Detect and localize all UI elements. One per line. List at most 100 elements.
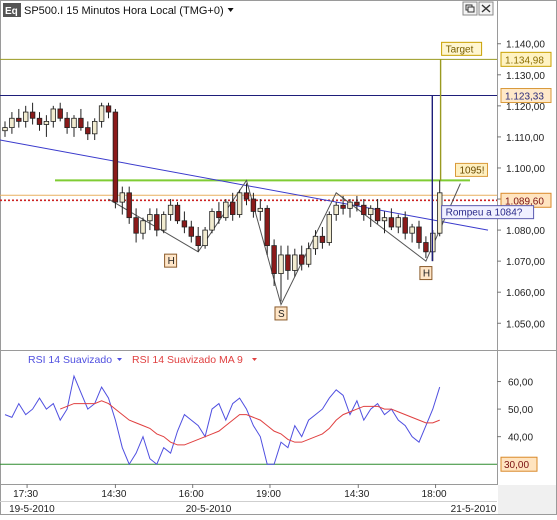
candle-body (188, 226, 194, 237)
candle-body (181, 220, 188, 228)
trendline[interactable] (0, 139, 489, 231)
candle-body (361, 204, 367, 215)
restore-window-icon[interactable] (462, 1, 478, 16)
time-tick-label: 17:30 (13, 489, 38, 500)
candle (119, 186, 125, 215)
candle-body (229, 201, 236, 215)
candle (50, 105, 56, 128)
candle (278, 245, 284, 302)
candle (271, 239, 277, 286)
candle-body (50, 108, 56, 122)
candle (36, 112, 43, 131)
candle-body (112, 111, 119, 203)
annotation-target-box[interactable] (441, 41, 483, 56)
candle (223, 199, 229, 221)
candle (98, 102, 105, 128)
chart-title[interactable]: SP500.I 15 Minutos Hora Local (TMG+0) (24, 5, 224, 17)
candle-body (388, 217, 395, 228)
candle (43, 115, 50, 137)
chevron-down-icon[interactable] (252, 358, 257, 361)
candle-body (16, 117, 22, 122)
annotation-h1-label[interactable]: H (168, 256, 175, 267)
symbol-badge-text: Eq (5, 6, 18, 17)
rsi-tick-label: 40,00 (508, 433, 533, 444)
annotation-break-box[interactable] (441, 205, 535, 220)
date-label: 20-5-2010 (186, 504, 232, 515)
candle-body (216, 211, 222, 219)
rsi-pane[interactable]: 60,00 50,00 40,00 30,00 (0, 374, 538, 472)
candle-body (409, 226, 415, 234)
close-icon[interactable] (478, 1, 494, 16)
annotation-target-label[interactable]: Target (446, 44, 474, 55)
annotation-h1-box[interactable] (164, 253, 178, 268)
candle-body (140, 220, 146, 234)
candle-body (292, 254, 298, 271)
candle-body (36, 117, 43, 125)
candle-body (285, 254, 291, 271)
candle (85, 121, 91, 141)
candle (216, 202, 222, 224)
candle (361, 199, 367, 221)
annotation-s-box[interactable] (274, 306, 288, 321)
annotation-h2-box[interactable] (419, 266, 433, 281)
candle-body (9, 117, 15, 128)
candle-body (264, 207, 270, 247)
candle-body (278, 254, 284, 274)
candle (340, 195, 346, 215)
candle-body (319, 235, 326, 243)
candle (202, 226, 208, 249)
candle (381, 211, 388, 234)
rsi-ma-legend-label[interactable]: RSI 14 Suavizado MA 9 (132, 354, 243, 366)
price-tick-label: 1.070,00 (506, 257, 545, 268)
candle-body (195, 235, 201, 247)
candle-body (354, 201, 360, 206)
price-tick-label: 1.110,00 (506, 133, 545, 144)
annotation-neck-box[interactable] (455, 162, 488, 177)
time-tick-label: 14:30 (344, 489, 369, 500)
rsi-line[interactable] (4, 374, 441, 466)
price-tick-label: 1.120,00 (506, 102, 545, 113)
candle (409, 223, 415, 243)
price-tick-label: 1.140,00 (506, 40, 545, 51)
candle-body (326, 214, 332, 243)
candle (112, 108, 119, 209)
annotation-h2-label[interactable]: H (423, 269, 430, 280)
candle (209, 208, 215, 234)
chevron-down-icon[interactable] (227, 8, 234, 12)
candle (264, 205, 270, 255)
price-pane[interactable]: 1.140,00 1.130,00 1.120,00 1.110,00 1.100,00… (0, 40, 552, 331)
annotation-s-label[interactable]: S (278, 309, 285, 320)
chevron-down-icon[interactable] (117, 358, 122, 361)
time-tick-label: 16:00 (179, 489, 204, 500)
candle-body (305, 248, 312, 265)
candle (312, 230, 319, 255)
candle-body (223, 201, 229, 219)
candle (16, 108, 22, 128)
candle (298, 245, 305, 271)
candle (105, 102, 112, 119)
candle (126, 186, 132, 224)
candle-body (423, 242, 429, 253)
candle (133, 208, 139, 243)
candle-body (271, 245, 277, 274)
candle (319, 226, 326, 249)
support-level-label: 1.089,60 (505, 196, 544, 207)
candle (9, 112, 15, 134)
candle (250, 192, 257, 218)
candle-body (22, 111, 29, 122)
rsi-legend-label[interactable]: RSI 14 Suavizado (28, 354, 112, 366)
candle (354, 195, 360, 212)
candle-body (381, 217, 388, 222)
date-label: 19-5-2010 (9, 504, 55, 515)
resistance-level-badge (500, 88, 552, 104)
candle-body (209, 211, 215, 231)
candle (395, 214, 401, 234)
candle-body (395, 217, 401, 228)
annotation-neck-label[interactable]: 1095! (460, 165, 485, 176)
annotation-break-label[interactable]: Rompeu a 1084? (446, 208, 523, 219)
rsi-ma-line[interactable] (60, 400, 440, 446)
candle-body (92, 120, 98, 135)
candle-body (333, 204, 339, 215)
